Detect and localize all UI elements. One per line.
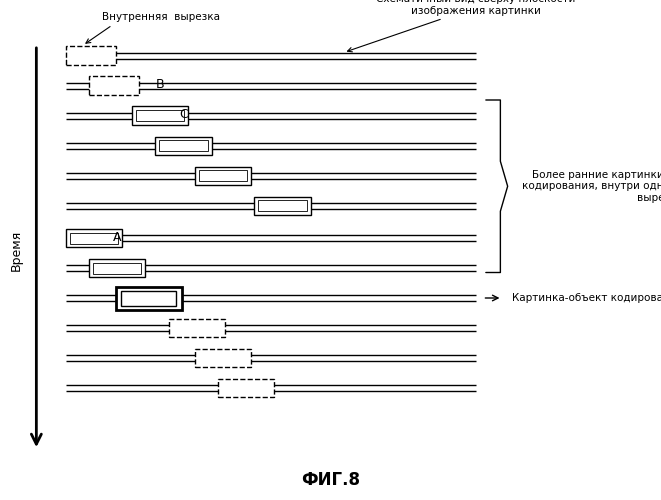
Bar <box>199 170 247 181</box>
Bar <box>66 46 116 64</box>
Bar <box>136 110 184 121</box>
Bar <box>89 76 139 94</box>
Bar <box>70 232 118 243</box>
Bar <box>169 319 225 337</box>
Bar <box>132 106 188 124</box>
Bar <box>66 229 122 247</box>
Text: Время: Время <box>10 230 23 270</box>
Bar <box>254 196 311 214</box>
Bar <box>195 166 251 184</box>
Bar <box>116 286 182 310</box>
Text: Схематичный вид сверху плоскости
изображения картинки: Схематичный вид сверху плоскости изображ… <box>376 0 576 16</box>
Text: ФИГ.8: ФИГ.8 <box>301 471 360 489</box>
Text: C: C <box>179 108 188 122</box>
Text: Внутренняя  вырезка: Внутренняя вырезка <box>102 12 221 22</box>
Text: A: A <box>113 231 122 244</box>
Bar <box>218 379 274 397</box>
Bar <box>195 349 251 367</box>
Bar <box>155 136 212 154</box>
Bar <box>258 200 307 211</box>
Text: B: B <box>156 78 165 92</box>
Text: Более ранние картинки, чем картинка-объект
кодирования, внутри одного периода вн: Более ранние картинки, чем картинка-объе… <box>522 170 661 203</box>
Bar <box>89 259 145 277</box>
Bar <box>121 290 176 306</box>
Text: Картинка-объект кодирования: Картинка-объект кодирования <box>512 293 661 303</box>
Bar <box>93 262 141 274</box>
Bar <box>159 140 208 151</box>
